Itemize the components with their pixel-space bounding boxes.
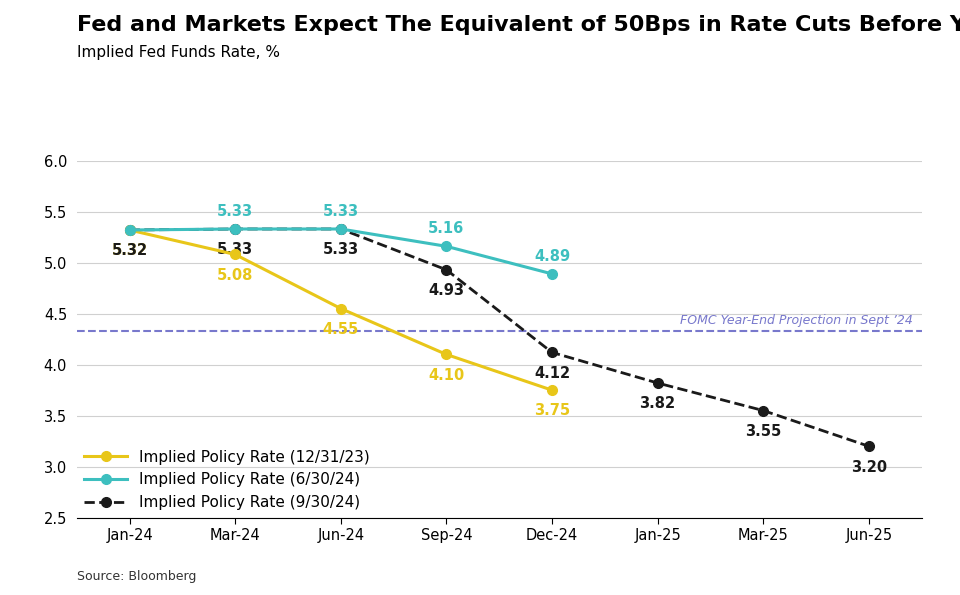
Text: Source: Bloomberg: Source: Bloomberg	[77, 570, 196, 583]
Text: Implied Fed Funds Rate, %: Implied Fed Funds Rate, %	[77, 45, 279, 60]
Text: 4.55: 4.55	[323, 322, 359, 337]
Text: 4.10: 4.10	[428, 368, 465, 383]
Text: 5.08: 5.08	[217, 268, 253, 283]
Text: 3.82: 3.82	[639, 396, 676, 411]
Text: 5.33: 5.33	[323, 204, 359, 219]
Text: 5.16: 5.16	[428, 221, 465, 236]
Text: 3.55: 3.55	[745, 424, 781, 439]
Text: Fed and Markets Expect The Equivalent of 50Bps in Rate Cuts Before Year-End: Fed and Markets Expect The Equivalent of…	[77, 15, 960, 35]
Text: 5.33: 5.33	[323, 242, 359, 257]
Legend: Implied Policy Rate (12/31/23), Implied Policy Rate (6/30/24), Implied Policy Ra: Implied Policy Rate (12/31/23), Implied …	[84, 450, 371, 510]
Text: 4.12: 4.12	[534, 366, 570, 381]
Text: 5.32: 5.32	[111, 243, 148, 258]
Text: 3.20: 3.20	[851, 459, 887, 474]
Text: 3.75: 3.75	[534, 403, 570, 418]
Text: 4.89: 4.89	[534, 249, 570, 264]
Text: 5.32: 5.32	[111, 243, 148, 258]
Text: 5.33: 5.33	[217, 242, 253, 257]
Text: 4.93: 4.93	[428, 283, 465, 298]
Text: FOMC Year-End Projection in Sept ’24: FOMC Year-End Projection in Sept ’24	[681, 314, 913, 327]
Text: 5.33: 5.33	[217, 204, 253, 219]
